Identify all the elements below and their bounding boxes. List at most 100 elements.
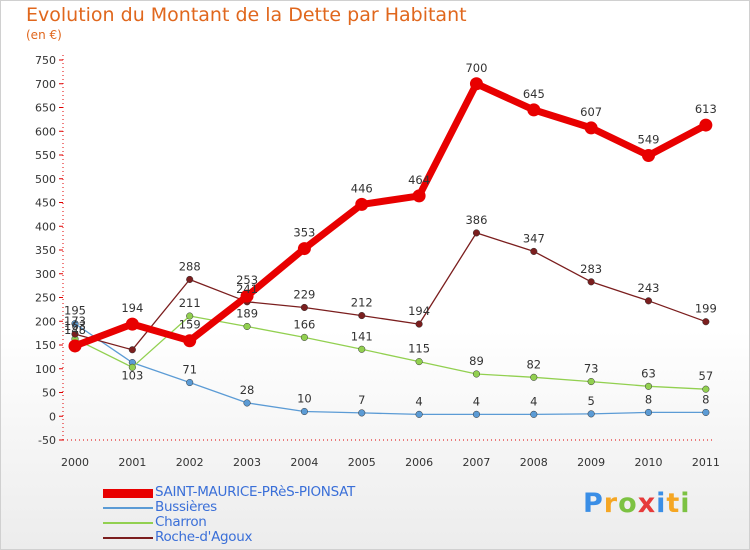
y-tick-label: 100: [35, 363, 56, 376]
data-label: 211: [179, 296, 201, 310]
data-point: [472, 229, 481, 237]
data-label: 464: [408, 173, 430, 187]
series-line: [74, 323, 706, 416]
data-label: 195: [64, 304, 86, 318]
data-label: 7: [358, 393, 365, 407]
y-tick-label: 700: [35, 78, 56, 91]
data-label: 10: [297, 392, 312, 406]
y-tick-label: 50: [42, 387, 56, 400]
proxiti-logo: Proxiti: [583, 488, 691, 519]
data-point: [240, 289, 254, 303]
x-tick-label: 2000: [61, 456, 89, 469]
y-tick-label: 650: [35, 102, 56, 115]
data-point: [699, 118, 713, 132]
data-label: 243: [638, 281, 660, 295]
data-label: 607: [580, 105, 602, 119]
data-point: [644, 382, 653, 390]
data-label: 645: [523, 87, 545, 101]
data-label: 212: [351, 296, 373, 310]
data-point: [358, 345, 366, 353]
data-label: 4: [473, 394, 480, 408]
series-line: [74, 232, 707, 351]
legend-label: Bussières: [155, 499, 217, 515]
series-line: [74, 315, 706, 390]
x-tick-label: 2009: [577, 456, 605, 469]
x-tick-label: 2006: [405, 456, 433, 469]
y-tick-label: 350: [35, 244, 56, 257]
data-label: 173: [64, 314, 86, 328]
data-label: 5: [587, 394, 594, 408]
legend-swatch: [103, 507, 153, 509]
x-tick-label: 2001: [118, 456, 146, 469]
data-label: 347: [523, 231, 545, 245]
data-point: [68, 339, 82, 353]
legend-swatch: [103, 489, 153, 498]
data-point: [355, 197, 369, 211]
data-point: [415, 358, 423, 366]
logo-letter: P: [583, 488, 604, 519]
data-point: [530, 247, 538, 255]
data-label: 189: [236, 306, 258, 320]
data-point: [584, 121, 598, 135]
data-label: 283: [580, 262, 602, 276]
x-tick-label: 2004: [290, 456, 318, 469]
data-point: [183, 334, 197, 348]
data-label: 148: [64, 323, 86, 337]
y-tick-label: 500: [35, 173, 56, 186]
data-label: 253: [236, 273, 258, 287]
data-label: 89: [469, 354, 484, 368]
data-point: [644, 408, 653, 417]
data-label: 4: [530, 394, 537, 408]
y-tick-label: 200: [35, 315, 56, 328]
x-tick-label: 2011: [692, 456, 720, 469]
x-tick-label: 2002: [176, 456, 204, 469]
data-label: 549: [638, 132, 660, 146]
data-label: 386: [465, 213, 487, 227]
data-label: 241: [236, 282, 258, 296]
data-point: [186, 378, 194, 387]
data-point: [300, 333, 308, 341]
data-point: [297, 242, 311, 256]
data-point: [71, 330, 79, 338]
y-tick-label: 750: [35, 54, 56, 67]
data-label: 700: [465, 61, 487, 75]
data-point: [412, 189, 426, 203]
data-point: [415, 320, 423, 328]
data-label: 141: [351, 329, 373, 343]
data-label: 8: [645, 392, 652, 406]
logo-letter: t: [666, 488, 681, 519]
data-point: [243, 399, 251, 407]
data-point: [186, 312, 194, 320]
data-label: 288: [179, 259, 201, 273]
data-point: [642, 148, 655, 162]
y-tick-label: 0: [49, 410, 56, 423]
logo-letter: x: [637, 488, 657, 519]
data-point: [587, 278, 595, 286]
data-point: [527, 103, 541, 117]
data-label: 163: [64, 319, 86, 333]
data-point: [243, 322, 251, 331]
y-tick-label: 550: [35, 149, 56, 162]
series-line: [73, 80, 708, 350]
data-point: [530, 410, 538, 418]
logo-letter: i: [656, 488, 667, 519]
data-label: 57: [699, 369, 714, 383]
data-label: 73: [584, 362, 599, 376]
data-point: [300, 303, 308, 312]
y-tick-label: 300: [35, 268, 56, 281]
data-point: [71, 320, 79, 328]
data-point: [469, 77, 483, 91]
logo-letter: i: [680, 488, 691, 519]
data-point: [300, 407, 308, 416]
data-label: 4: [415, 394, 422, 408]
logo-letter: r: [603, 488, 619, 519]
data-point: [415, 410, 423, 418]
data-label: 159: [179, 318, 201, 332]
data-point: [128, 346, 136, 354]
data-label: 613: [695, 102, 717, 116]
data-point: [472, 370, 481, 378]
data-label: 446: [351, 181, 373, 195]
data-label: 194: [121, 301, 143, 315]
y-tick-label: 150: [35, 339, 56, 352]
